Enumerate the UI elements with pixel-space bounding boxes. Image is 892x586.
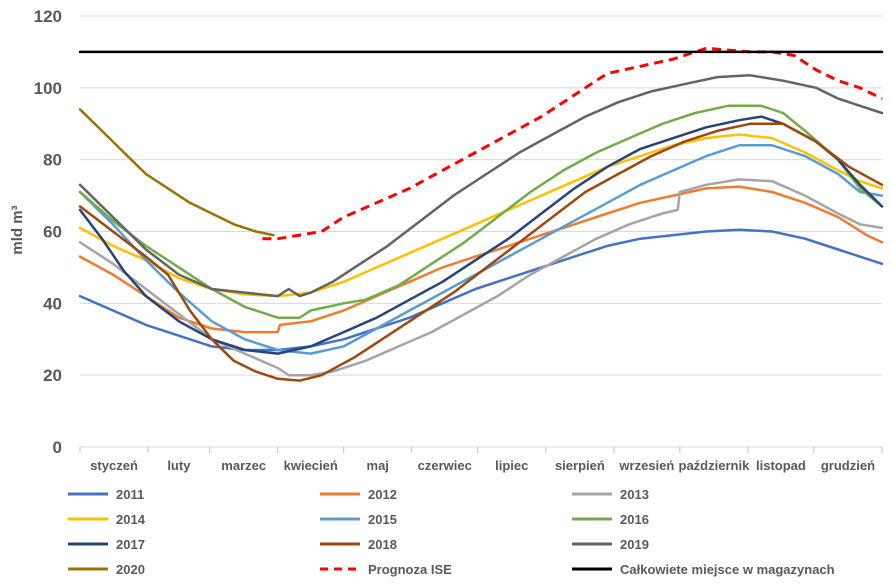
legend-label-prognoza-ise: Prognoza ISE [368, 562, 452, 577]
legend-label-calkowiete-miejsce-w-magazynach: Całkowiete miejsce w magazynach [620, 562, 835, 577]
legend-label-2012: 2012 [368, 487, 397, 502]
x-tick-label: sierpień [555, 458, 605, 473]
legend-label-2015: 2015 [368, 512, 397, 527]
y-tick-label: 60 [43, 223, 62, 242]
x-tick-label: grudzień [821, 458, 875, 473]
gas-storage-line-chart: 0 20 40 60 80 100 120 styczeń luty marzec kwiecień… [0, 0, 892, 586]
y-tick-label: 100 [34, 79, 62, 98]
x-tick-label: styczeń [90, 458, 138, 473]
series-line-prognoza-ise [262, 48, 882, 238]
x-tick-label: kwiecień [284, 458, 338, 473]
legend-label-2018: 2018 [368, 537, 397, 552]
x-tick-label: czerwiec [418, 458, 472, 473]
x-tick-label: październik [679, 458, 751, 473]
series-line-2019 [80, 75, 882, 296]
series-line-2017 [80, 117, 882, 354]
x-tick-label: wrzesień [618, 458, 674, 473]
legend-label-2011: 2011 [116, 487, 144, 502]
legend-label-2019: 2019 [620, 537, 649, 552]
series-lines [80, 48, 882, 380]
legend-label-2016: 2016 [620, 512, 649, 527]
x-tick-label: luty [167, 458, 191, 473]
legend-label-2020: 2020 [116, 562, 145, 577]
legend-label-2013: 2013 [620, 487, 649, 502]
x-tick-label: marzec [221, 458, 266, 473]
y-tick-label: 40 [43, 294, 62, 313]
legend-label-2014: 2014 [116, 512, 146, 527]
legend-label-2017: 2017 [116, 537, 145, 552]
legend: 2011 2012 2013 2014 2015 2016 2017 2018 2019 2020… [68, 487, 835, 577]
x-tick-label: lipiec [495, 458, 528, 473]
y-axis-label: mld m³ [9, 205, 26, 254]
chart-container: 0 20 40 60 80 100 120 styczeń luty marzec kwiecień… [0, 0, 892, 586]
y-tick-label: 80 [43, 151, 62, 170]
x-tick-label: listopad [756, 458, 806, 473]
y-tick-label: 0 [53, 438, 62, 457]
gridlines [80, 16, 882, 375]
x-tick-label: maj [367, 458, 389, 473]
y-tick-label: 120 [34, 7, 62, 26]
y-tick-label: 20 [43, 366, 62, 385]
